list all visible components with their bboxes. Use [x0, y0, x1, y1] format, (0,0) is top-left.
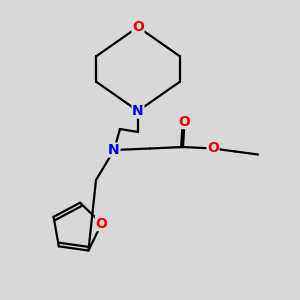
Text: O: O — [132, 20, 144, 34]
Text: N: N — [108, 143, 120, 157]
Text: O: O — [207, 142, 219, 155]
Text: N: N — [132, 104, 144, 118]
Text: O: O — [96, 217, 108, 231]
Text: O: O — [178, 115, 190, 128]
